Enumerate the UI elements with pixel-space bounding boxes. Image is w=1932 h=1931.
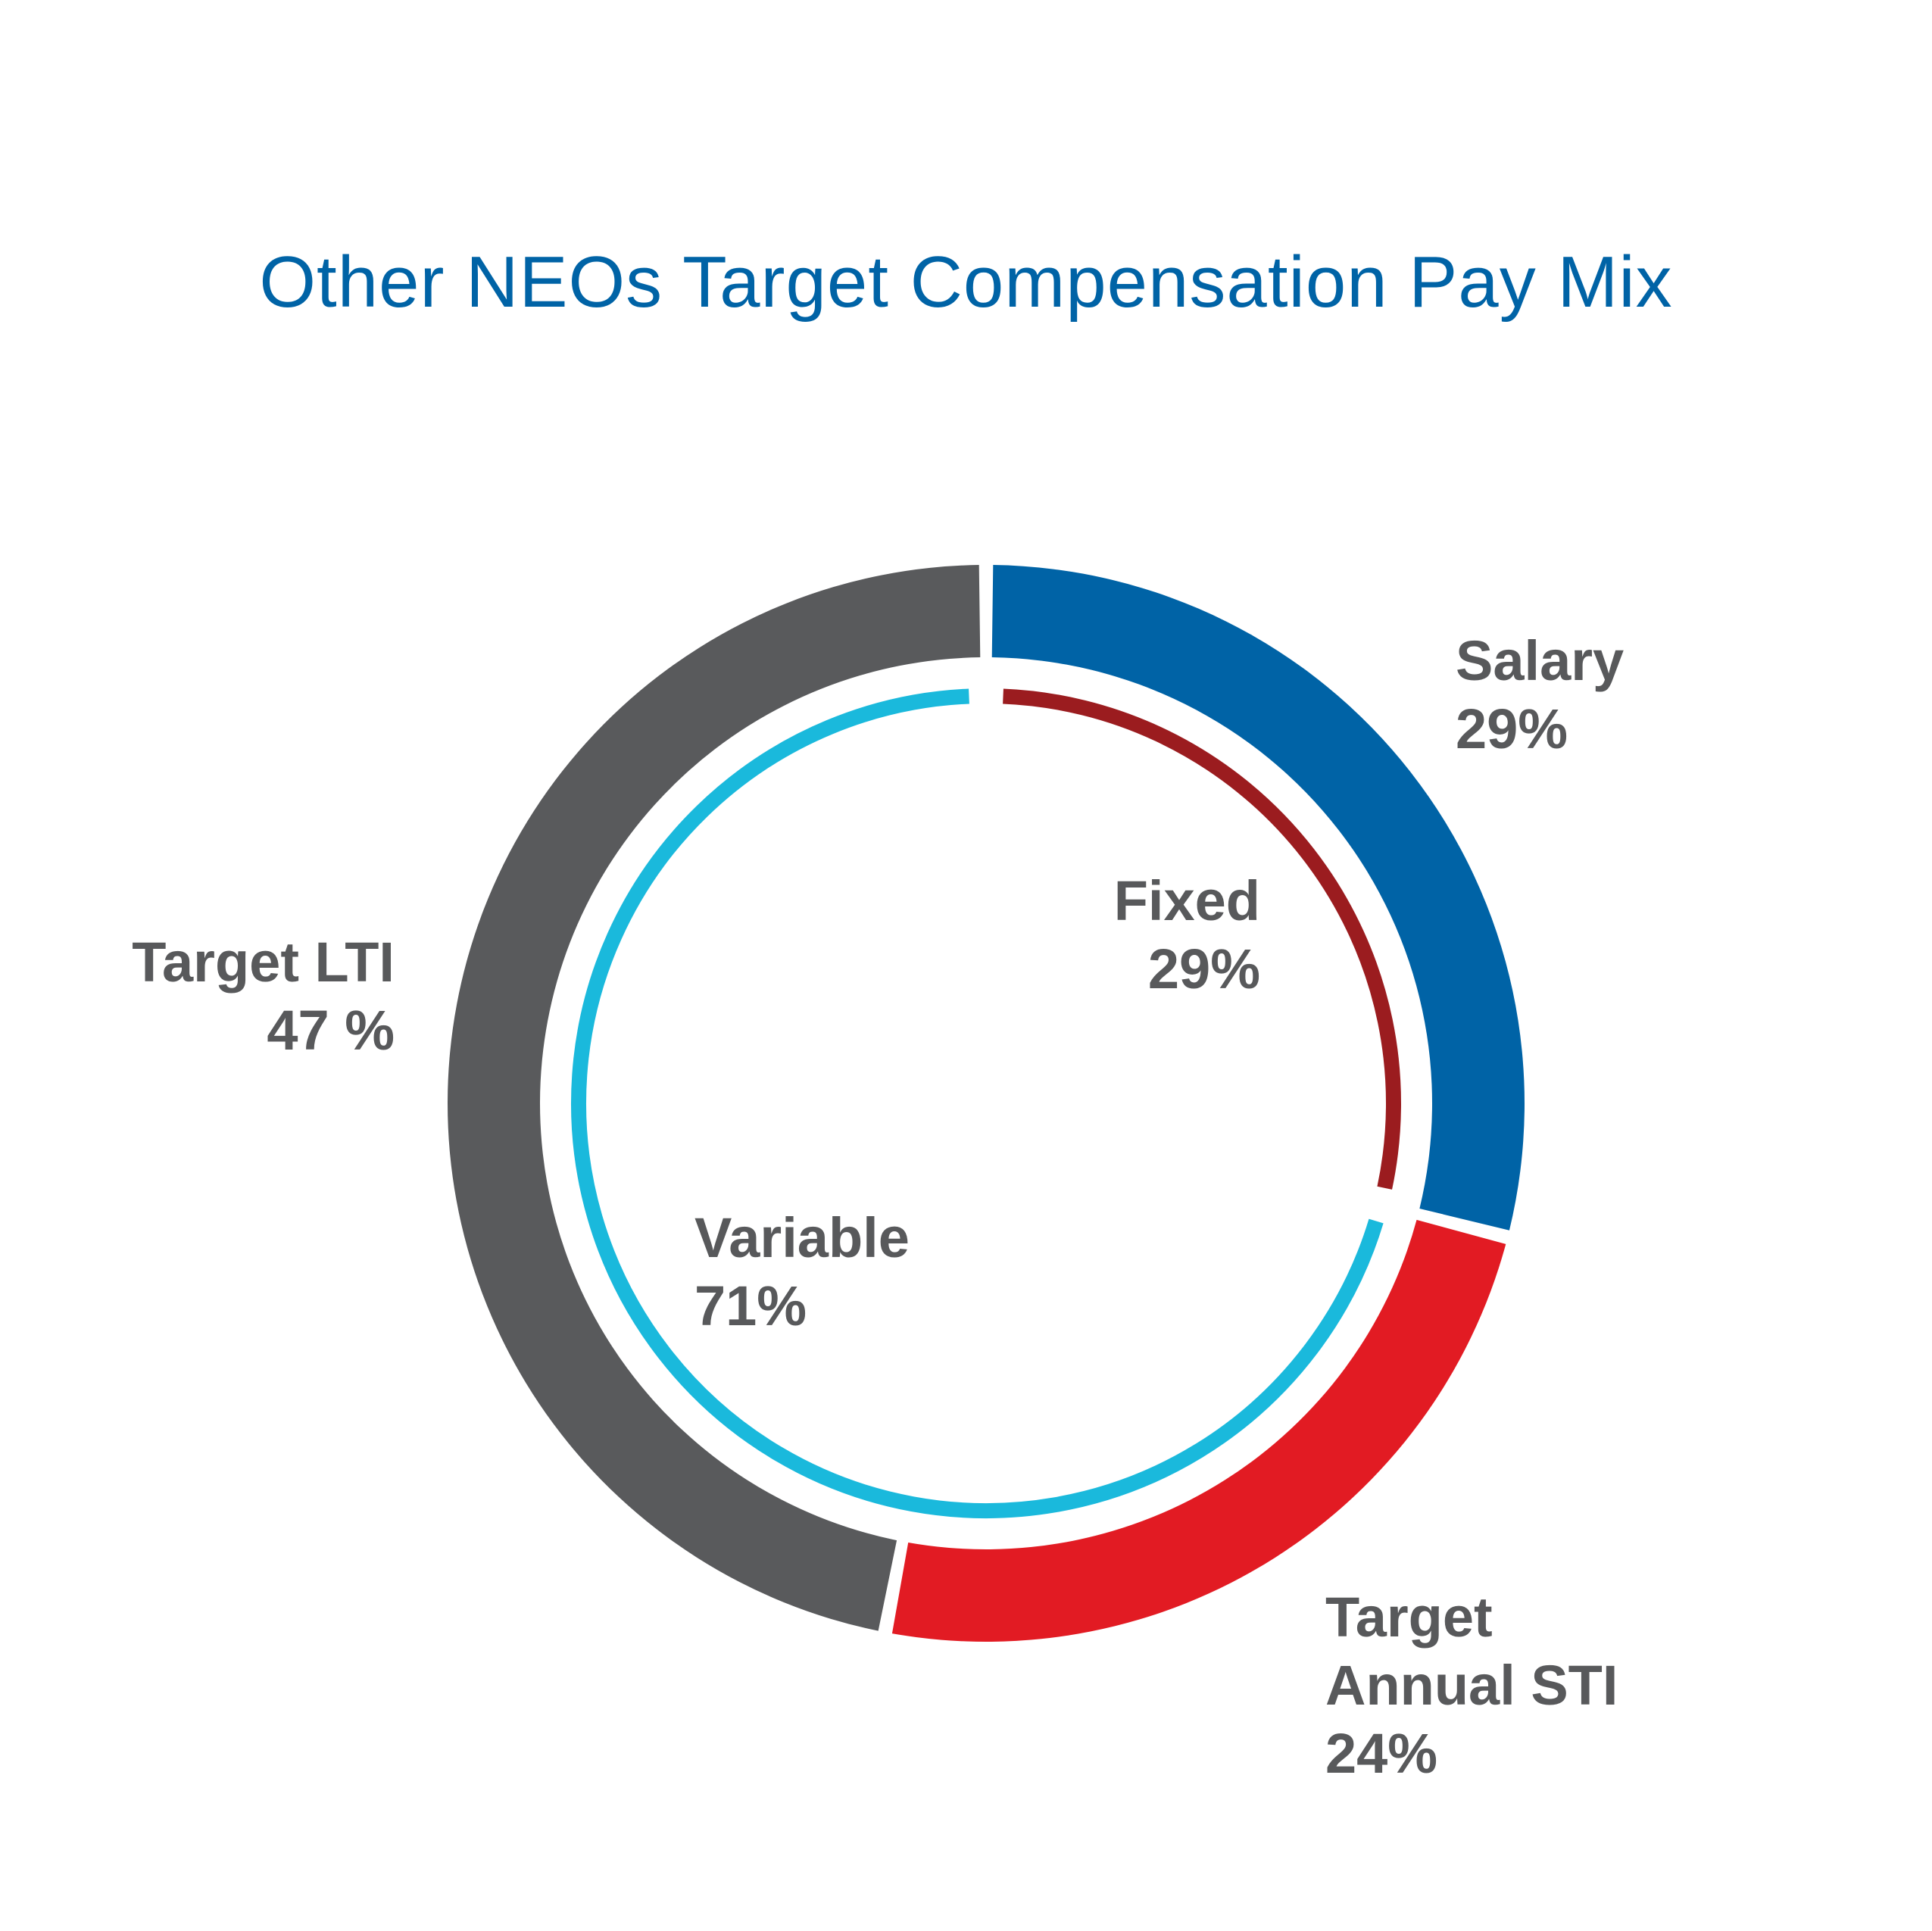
label-fixed-name: Fixed (1113, 869, 1260, 932)
label-sti-line-2: Annual STI (1325, 1654, 1618, 1717)
label-salary-value: 29% (1456, 697, 1568, 760)
label-salary: Salary 29% (1456, 627, 1624, 763)
label-target-annual-sti: Target Annual STI 24% (1325, 1583, 1618, 1788)
outer-slice-target-annual-sti (891, 1219, 1506, 1642)
label-variable-value: 71% (694, 1274, 807, 1337)
outer-ring (448, 565, 1525, 1642)
label-fixed: Fixed 29% (1114, 867, 1260, 1003)
label-sti-line-1: Target (1325, 1586, 1493, 1649)
outer-slice-salary (991, 565, 1525, 1231)
label-variable: Variable 71% (694, 1204, 910, 1340)
label-lti-value: 47 % (267, 999, 395, 1062)
label-target-lti: Target LTI 47 % (132, 928, 395, 1065)
label-salary-name: Salary (1456, 629, 1625, 692)
label-sti-value: 24% (1325, 1722, 1438, 1785)
label-fixed-value: 29% (1147, 937, 1260, 1000)
inner-ring (571, 688, 1401, 1518)
inner-slice-variable (571, 688, 1384, 1518)
label-lti-name: Target LTI (132, 931, 395, 994)
inner-slice-fixed (1003, 688, 1401, 1190)
label-variable-name: Variable (694, 1206, 910, 1269)
outer-slice-target-lti (448, 565, 981, 1631)
chart-title: Other NEOs Target Compensation Pay Mix (259, 242, 1673, 323)
